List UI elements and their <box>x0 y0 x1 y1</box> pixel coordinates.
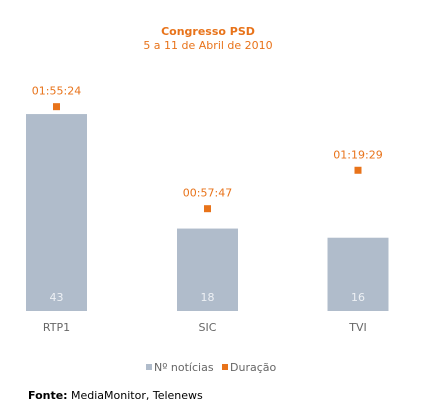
duration-label: 01:55:24 <box>32 85 81 98</box>
source-label: Fonte: <box>28 389 68 402</box>
bar-value-label: 18 <box>201 291 215 304</box>
duration-label: 00:57:47 <box>183 187 232 200</box>
legend-label: Duração <box>230 361 276 374</box>
chart-subtitle: 5 a 11 de Abril de 2010 <box>143 39 272 52</box>
source: MediaMonitor, Telenews <box>71 389 203 402</box>
x-tick-label: TVI <box>348 321 367 334</box>
bar <box>177 228 238 311</box>
bar <box>26 114 87 311</box>
duration-label: 01:19:29 <box>333 148 382 161</box>
chart-title: Congresso PSD <box>161 25 255 38</box>
duration-marker <box>53 103 60 111</box>
duration-marker <box>354 166 362 174</box>
legend-swatch <box>146 364 152 370</box>
legend-swatch <box>222 364 228 370</box>
bar-value-label: 16 <box>351 291 365 304</box>
duration-marker <box>204 205 211 213</box>
x-tick-label: RTP1 <box>43 321 70 334</box>
legend-label: Nº notícias <box>154 361 214 374</box>
bar <box>327 237 389 311</box>
x-tick-label: SIC <box>199 321 217 334</box>
bar-value-label: 43 <box>50 291 64 304</box>
